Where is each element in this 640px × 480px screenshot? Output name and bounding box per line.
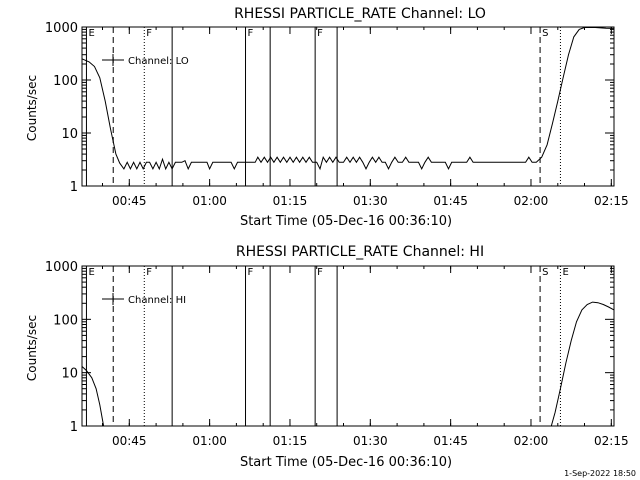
plot-frame — [81, 26, 615, 187]
x-tick-label: 01:45 — [433, 194, 468, 208]
y-tick-label: 1 — [70, 420, 78, 435]
x-tick-label: 01:00 — [192, 434, 227, 448]
event-marker-label: E — [562, 267, 568, 278]
rate-series-line — [82, 27, 614, 171]
y-tick-label: 100 — [53, 313, 78, 328]
y-tick-label: 100 — [53, 74, 78, 89]
y-tick-label: 1000 — [45, 21, 78, 36]
x-tick-label: 01:15 — [273, 194, 308, 208]
chart-title: RHESSI PARTICLE_RATE Channel: HI — [236, 244, 484, 260]
event-marker-label: E — [88, 28, 94, 39]
y-axis-label: Counts/sec — [25, 315, 39, 381]
x-tick-label: 01:30 — [353, 194, 388, 208]
event-marker-label: F — [317, 267, 323, 278]
x-tick-label: 02:15 — [594, 434, 629, 448]
plot-frame — [81, 265, 615, 427]
x-tick-label: 00:45 — [112, 194, 147, 208]
event-marker-label: E — [88, 267, 94, 278]
event-marker-label: F — [146, 267, 152, 278]
legend-label: Channel: LO — [128, 56, 189, 67]
x-tick-label: 01:00 — [192, 194, 227, 208]
rate-series-line — [82, 366, 105, 426]
x-tick-label: 02:00 — [514, 194, 549, 208]
rate-series-line — [550, 301, 614, 426]
x-axis-label: Start Time (05-Dec-16 00:36:10) — [240, 214, 452, 229]
y-axis-label: Counts/sec — [25, 75, 39, 141]
chart-panel-hi: RHESSI PARTICLE_RATE Channel: HI Start T… — [25, 244, 629, 470]
y-tick-label: 1000 — [45, 260, 78, 275]
event-marker-label: F — [146, 28, 152, 39]
event-marker-label: F — [248, 28, 254, 39]
event-marker-label: F — [317, 28, 323, 39]
x-tick-label: 01:45 — [433, 434, 468, 448]
y-tick-label: 1 — [70, 180, 78, 195]
legend-label: Channel: HI — [128, 295, 186, 306]
x-tick-label: 02:15 — [594, 194, 629, 208]
chart-title: RHESSI PARTICLE_RATE Channel: LO — [234, 6, 486, 22]
y-tick-label: 10 — [61, 367, 78, 382]
x-axis-label: Start Time (05-Dec-16 00:36:10) — [240, 455, 452, 470]
y-tick-label: 10 — [61, 127, 78, 142]
x-tick-label: 02:00 — [514, 434, 549, 448]
chart-panel-lo: RHESSI PARTICLE_RATE Channel: LO Start T… — [25, 6, 629, 229]
x-tick-label: 01:30 — [353, 434, 388, 448]
event-marker-label: F — [248, 267, 254, 278]
footer-timestamp: 1-Sep-2022 18:50 — [564, 469, 636, 478]
x-tick-label: 01:15 — [273, 434, 308, 448]
x-tick-label: 00:45 — [112, 434, 147, 448]
event-marker-label: S — [542, 267, 548, 278]
event-marker-label: S — [542, 28, 548, 39]
